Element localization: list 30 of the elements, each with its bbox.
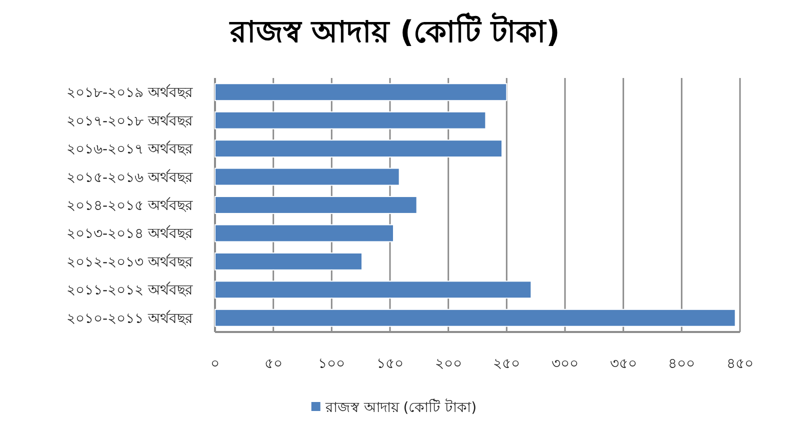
bar <box>214 224 394 242</box>
y-tick-label: ২০১৭-২০১৮ অর্থবছর <box>66 112 193 130</box>
bar <box>214 83 508 102</box>
bar <box>214 196 418 214</box>
y-tick-label: ২০১৩-২০১৪ অর্থবছর <box>66 225 193 242</box>
chart-title: রাজস্ব আদায় (কোটি টাকা) <box>229 12 560 50</box>
bar <box>214 280 532 299</box>
x-tick-label: ০ <box>210 356 220 372</box>
y-tick-label: ২০১২-২০১৩ অর্থবছর <box>66 253 193 270</box>
y-tick-label: ২০১০-২০১১ অর্থবছর <box>66 310 193 327</box>
x-tick-label: ৫০ <box>264 356 282 372</box>
x-tick-label: ৪৫০ <box>726 356 754 372</box>
y-tick-label: ২০১৪-২০১৫ অর্থবছর <box>66 197 193 214</box>
y-tick-label: ২০১৮-২০১৯ অর্থবছর <box>66 84 193 102</box>
x-tick-label: ২৫০ <box>493 356 520 372</box>
bar <box>214 168 400 186</box>
x-tick-label: ৩৫০ <box>610 356 637 372</box>
y-tick-label: ২০১৫-২০১৬ অর্থবছর <box>66 168 193 186</box>
bar <box>214 140 502 158</box>
y-tick-label: ২০১১-২০১২ অর্থবছর <box>66 282 193 299</box>
bar <box>214 252 362 270</box>
legend-label: রাজস্ব আদায় (কোটি টাকা) <box>324 399 477 416</box>
y-tick-label: ২০১৬-২০১৭ অর্থবছর <box>66 140 193 158</box>
bar <box>214 308 736 327</box>
x-tick-label: ৩০০ <box>552 356 578 372</box>
bar <box>214 111 486 130</box>
x-tick-label: ১০০ <box>318 356 346 372</box>
x-tick-label: ১৫০ <box>376 356 404 372</box>
x-tick-label: ২০০ <box>434 356 462 372</box>
x-tick-label: ৪০০ <box>668 356 696 372</box>
